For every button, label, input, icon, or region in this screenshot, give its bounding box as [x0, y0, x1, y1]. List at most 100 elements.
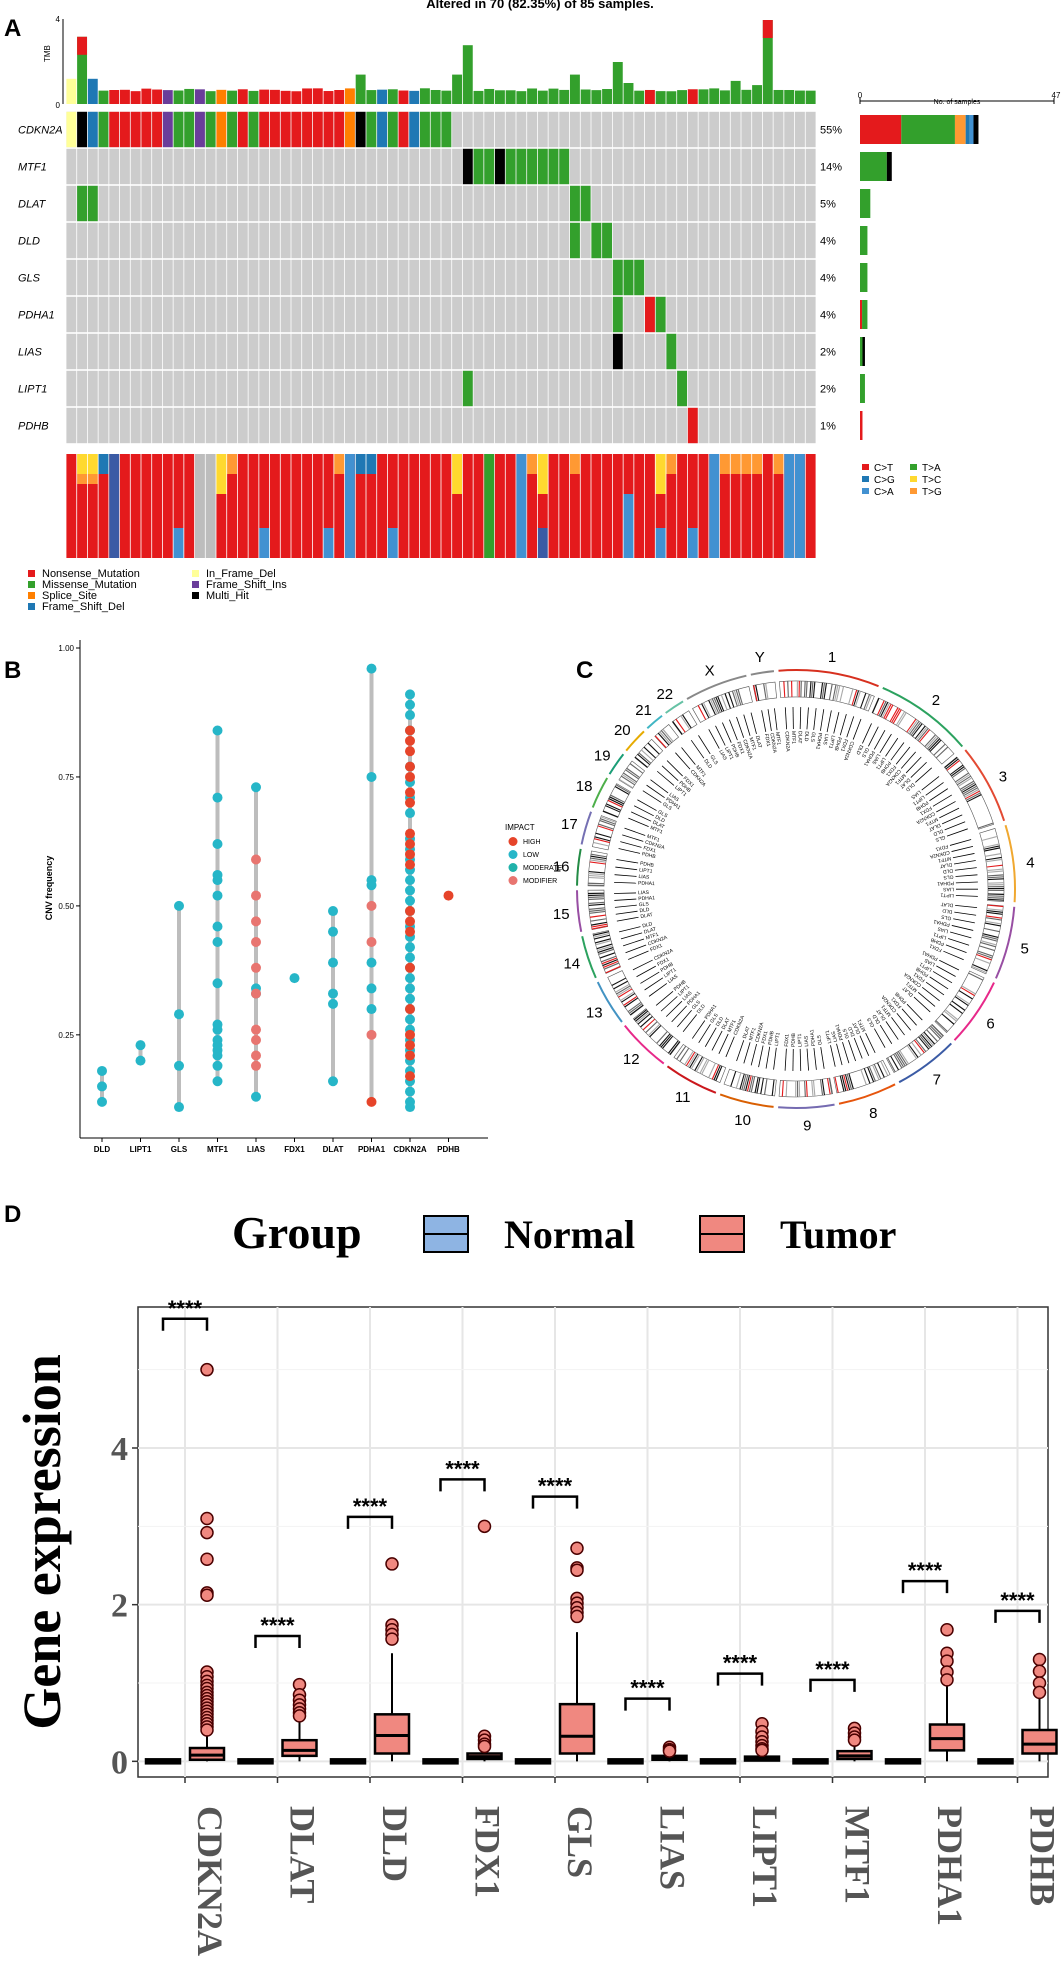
circos-band: [796, 1080, 799, 1097]
cnv-points: [97, 663, 454, 1113]
oncoplot-cell: [248, 333, 259, 370]
circos-band: [928, 738, 941, 751]
titv-seg-TtoG: [741, 454, 752, 474]
oncoplot-cell: [623, 296, 634, 333]
circos-link: [826, 710, 832, 733]
oncoplot-cell: [537, 222, 548, 259]
circos-band: [765, 683, 769, 700]
circos-band: [976, 953, 992, 961]
titv-seg-CtoT: [312, 454, 323, 558]
circos-band: [925, 735, 938, 749]
circos-band: [981, 936, 998, 942]
oncoplot-cell: [687, 370, 698, 407]
cnv-x-label-lipt1: LIPT1: [130, 1145, 152, 1154]
circos-band: [960, 986, 975, 997]
oncoplot-cell: [773, 222, 784, 259]
oncoplot-cell: [441, 259, 452, 296]
oncoplot-cell: [419, 333, 430, 370]
circos-band: [685, 1051, 696, 1067]
oncoplot-cell: [77, 222, 88, 259]
circos-band: [701, 703, 710, 719]
oncoplot-cell: [462, 407, 473, 444]
oncoplot-cell: [130, 148, 141, 185]
oncoplot-mutation-nonsense: [644, 296, 655, 333]
oncoplot-cell: [752, 407, 763, 444]
circos-band: [608, 798, 624, 807]
tmb-bar: [752, 85, 763, 104]
expr-plot-area: [137, 1306, 1049, 1778]
oncoplot-cell: [548, 185, 559, 222]
oncoplot-cell: [484, 296, 495, 333]
oncoplot-cell: [334, 333, 345, 370]
cnv-point-mtf1-low: [212, 1076, 223, 1087]
circos-band: [983, 845, 1000, 850]
oncoplot-cell: [430, 185, 441, 222]
oncoplot-cell: [227, 148, 238, 185]
titv-seg-CtoT: [269, 454, 280, 558]
circos-link: [833, 712, 840, 734]
circos-band: [588, 884, 605, 887]
circos-chrom-label: 9: [803, 1118, 811, 1135]
circos-band: [654, 735, 667, 749]
tmb-bar: [569, 74, 580, 104]
titv-seg-TtoG: [77, 474, 88, 484]
cnv-point-cdkn2a-low: [405, 710, 415, 721]
cnv-point-cdkn2a-high: [405, 787, 415, 798]
cnv-point-cdkn2a-low: [405, 993, 415, 1004]
circos-band: [649, 1025, 662, 1038]
oncoplot-cell: [366, 370, 377, 407]
oncoplot-cell: [323, 333, 334, 370]
gene-label-pdha1: PDHA1: [18, 310, 55, 322]
oncoplot-cell: [655, 370, 666, 407]
cnv-point-cdkn2a-low: [405, 942, 415, 953]
circos-gene-label: GLS: [866, 1016, 876, 1028]
circos-gene-label: LIAS: [667, 973, 680, 985]
circos-gene-label: DLD: [803, 731, 810, 742]
circos-band: [841, 1075, 847, 1092]
oncoplot-cell: [280, 259, 291, 296]
oncoplot-cell: [784, 185, 795, 222]
circos-gene-label: GLS: [816, 1034, 824, 1045]
oncoplot-cell: [623, 333, 634, 370]
oncoplot-cell: [484, 185, 495, 222]
circos-link: [890, 742, 905, 761]
expr-x-ticks: CDKN2A DLAT DLD FDX1 GLS LIAS LIPT1 MTF1 PDHA1 PD…: [184, 1777, 1063, 1956]
cnv-x-label-dlat: DLAT: [323, 1145, 344, 1154]
oncoplot-cell: [280, 296, 291, 333]
expr-x-label-dlat: DLAT: [283, 1806, 323, 1903]
tmb-bar: [119, 89, 130, 104]
oncoplot-cell: [644, 370, 655, 407]
circos-band: [605, 805, 621, 813]
expr-y-tick-label: 0: [111, 1744, 128, 1781]
oncoplot-mutation-missense: [441, 111, 452, 148]
oncoplot-cell: [130, 407, 141, 444]
titv-seg-TtoC: [452, 454, 463, 494]
cnv-point-lias-modifier: [251, 962, 261, 973]
cnv-point-dld-low: [97, 1096, 107, 1107]
cnv-point-pdha1-high: [366, 1096, 377, 1107]
oncoplot-cell: [323, 259, 334, 296]
oncoplot-cell: [505, 333, 516, 370]
circos-band: [892, 709, 902, 724]
circos-link: [879, 733, 892, 753]
circos-link: [628, 817, 649, 828]
oncoplot-cell: [205, 222, 216, 259]
oncoplot-grid: [66, 111, 816, 444]
expr-sig-bracket: [716, 1672, 764, 1686]
titv-seg-CtoA: [687, 528, 698, 558]
circos-band: [951, 1000, 966, 1011]
circos-link: [722, 722, 732, 743]
oncoplot-cell: [248, 259, 259, 296]
circos-link: [736, 716, 745, 738]
sample-bar-multi: [973, 115, 979, 144]
oncoplot-cell: [98, 370, 109, 407]
circos-link: [873, 1028, 886, 1048]
circos-link: [873, 730, 886, 750]
circos-link: [616, 859, 639, 864]
oncoplot-cell: [805, 111, 816, 148]
circos-gene-label: LIPT1: [774, 1032, 782, 1046]
circos-gene-label: GLS: [639, 901, 650, 908]
oncoplot-mutation-missense: [366, 111, 377, 148]
oncoplot-mutation-missense: [205, 111, 216, 148]
circos-gene-label: PDHB: [767, 1030, 775, 1045]
